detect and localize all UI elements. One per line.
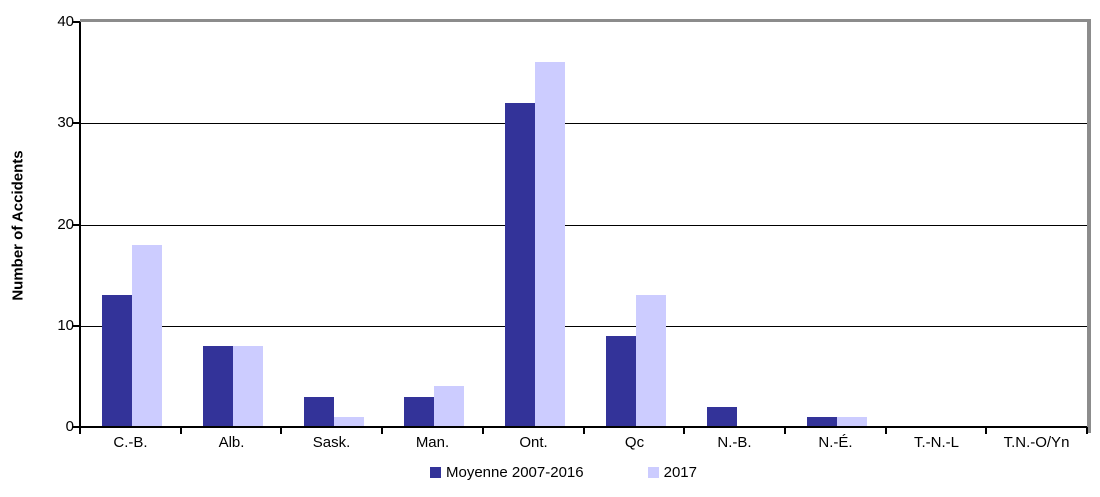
x-axis-label-6: N.-B. [717,434,752,451]
legend-swatch-2017 [647,467,659,478]
y-tick-label-40: 40 [57,13,74,30]
y-axis-line [79,22,81,428]
bar-moyenne-4 [505,103,535,427]
legend: Moyenne 2007-2016 2017 [430,464,697,481]
x-axis-label-3: Man. [415,434,450,451]
x-tick-mark-1 [180,427,182,434]
bar-moyenne-1 [203,346,233,427]
bar-moyenne-0 [102,295,132,427]
x-tick-mark-0 [79,427,81,434]
x-tick-mark-10 [1086,427,1088,434]
bar-s2017-3 [434,386,464,427]
bar-s2017-0 [132,245,162,427]
y-tick-mark-0 [73,426,80,428]
y-axis-title: Number of Accidents [9,150,27,301]
legend-label-moyenne: Moyenne 2007-2016 [446,464,584,481]
x-axis-label-9: T.N.-O/Yn [1003,434,1070,451]
x-tick-mark-2 [280,427,282,434]
legend-swatch-moyenne [430,467,441,478]
bar-moyenne-7 [807,417,837,427]
y-tick-mark-30 [73,122,80,124]
bar-s2017-5 [636,295,666,427]
x-tick-mark-8 [885,427,887,434]
gridline-30 [80,123,1087,124]
y-tick-mark-40 [73,21,80,23]
x-axis-label-1: Alb. [218,434,245,451]
x-axis-label-7: N.-É. [818,434,853,451]
x-tick-mark-7 [784,427,786,434]
gridline-20 [80,225,1087,226]
bar-moyenne-6 [707,407,737,427]
y-tick-mark-20 [73,224,80,226]
y-tick-mark-10 [73,325,80,327]
plot-area [80,22,1087,427]
x-axis-label-5: Qc [624,434,645,451]
bar-moyenne-3 [404,397,434,427]
legend-item-2017: 2017 [647,464,697,481]
y-tick-label-30: 30 [57,114,74,131]
x-axis-label-0: C.-B. [113,434,148,451]
y-tick-label-20: 20 [57,216,74,233]
bar-s2017-1 [233,346,263,427]
x-tick-mark-5 [583,427,585,434]
bar-s2017-7 [837,417,867,427]
x-axis-label-2: Sask. [312,434,351,451]
x-tick-mark-9 [985,427,987,434]
x-tick-mark-3 [381,427,383,434]
bar-s2017-2 [334,417,364,427]
bar-moyenne-2 [304,397,334,427]
x-axis-line [78,426,1087,428]
legend-label-2017: 2017 [663,464,697,481]
legend-item-moyenne: Moyenne 2007-2016 [430,464,584,481]
y-tick-label-10: 10 [57,317,74,334]
gridline-10 [80,326,1087,327]
y-tick-label-0: 0 [65,418,74,435]
plot-border-right [1087,19,1091,433]
x-axis-label-8: T.-N.-L [914,434,959,451]
bar-s2017-4 [535,62,565,427]
bar-moyenne-5 [606,336,636,427]
x-tick-mark-4 [482,427,484,434]
x-tick-mark-6 [683,427,685,434]
x-axis-label-4: Ont. [519,434,548,451]
plot-border-top [80,19,1091,22]
